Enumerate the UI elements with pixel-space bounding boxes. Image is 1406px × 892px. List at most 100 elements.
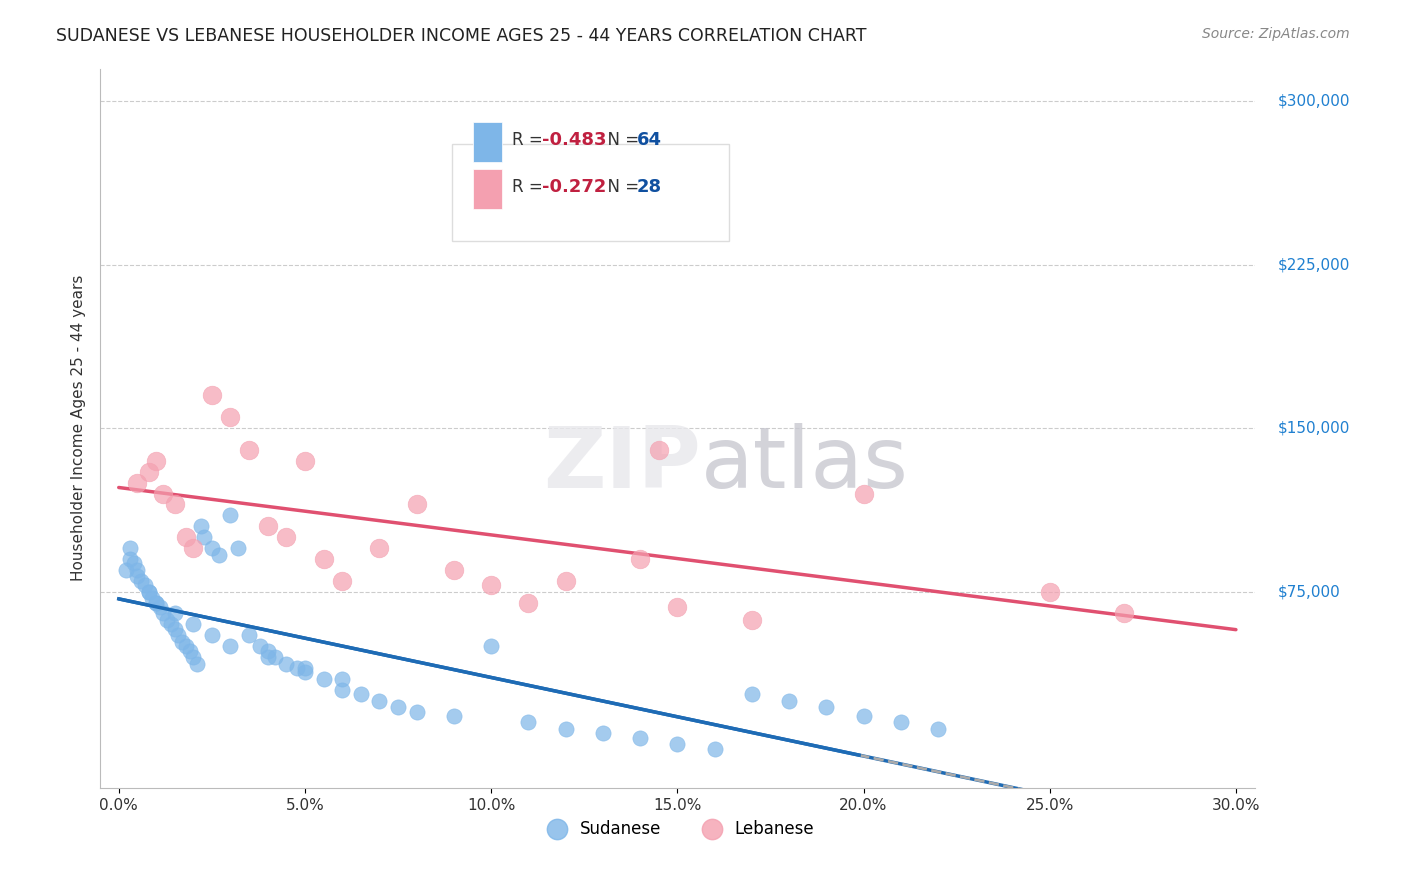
Y-axis label: Householder Income Ages 25 - 44 years: Householder Income Ages 25 - 44 years bbox=[72, 275, 86, 582]
Point bbox=[201, 388, 224, 402]
Point bbox=[479, 639, 502, 653]
Point bbox=[127, 569, 149, 583]
FancyBboxPatch shape bbox=[453, 144, 730, 241]
Point bbox=[163, 622, 186, 636]
Point bbox=[238, 442, 260, 457]
Point bbox=[118, 541, 141, 555]
Point bbox=[666, 737, 689, 751]
Point bbox=[443, 563, 465, 577]
Point bbox=[238, 628, 260, 642]
Point bbox=[517, 596, 540, 610]
Point bbox=[193, 530, 215, 544]
Point bbox=[170, 635, 193, 649]
Point bbox=[592, 726, 614, 740]
Point bbox=[186, 657, 208, 671]
Point bbox=[368, 693, 391, 707]
Point bbox=[443, 709, 465, 723]
Point bbox=[190, 519, 212, 533]
Point bbox=[127, 563, 149, 577]
Point bbox=[141, 591, 163, 606]
Point bbox=[287, 661, 309, 675]
Text: 64: 64 bbox=[637, 131, 662, 150]
Point bbox=[666, 599, 689, 614]
Point bbox=[294, 454, 316, 468]
Text: N =: N = bbox=[596, 131, 644, 150]
Point bbox=[115, 563, 138, 577]
Point bbox=[741, 687, 763, 701]
Point bbox=[201, 541, 224, 555]
Point bbox=[138, 584, 160, 599]
Point bbox=[741, 613, 763, 627]
Point bbox=[138, 584, 160, 599]
Point bbox=[181, 650, 204, 665]
Point bbox=[226, 541, 249, 555]
Point bbox=[145, 596, 167, 610]
Text: $300,000: $300,000 bbox=[1278, 94, 1350, 109]
Point bbox=[256, 519, 278, 533]
Point bbox=[405, 705, 427, 719]
Text: SUDANESE VS LEBANESE HOUSEHOLDER INCOME AGES 25 - 44 YEARS CORRELATION CHART: SUDANESE VS LEBANESE HOUSEHOLDER INCOME … bbox=[56, 27, 866, 45]
Point bbox=[554, 574, 576, 588]
Text: -0.483: -0.483 bbox=[543, 131, 607, 150]
Point bbox=[208, 548, 231, 562]
Text: ZIP: ZIP bbox=[543, 423, 700, 506]
Point bbox=[628, 731, 651, 745]
Point bbox=[294, 665, 316, 680]
Point bbox=[312, 672, 335, 686]
Point bbox=[122, 557, 145, 571]
Point bbox=[815, 700, 838, 714]
Point bbox=[852, 709, 875, 723]
Point bbox=[330, 574, 353, 588]
Point bbox=[127, 475, 149, 490]
Point bbox=[405, 498, 427, 512]
Point bbox=[156, 613, 179, 627]
Point bbox=[647, 442, 669, 457]
Text: $75,000: $75,000 bbox=[1278, 584, 1340, 599]
Text: Source: ZipAtlas.com: Source: ZipAtlas.com bbox=[1202, 27, 1350, 41]
Point bbox=[294, 661, 316, 675]
Point bbox=[160, 617, 183, 632]
Point bbox=[350, 687, 373, 701]
Point bbox=[330, 672, 353, 686]
Legend: Sudanese, Lebanese: Sudanese, Lebanese bbox=[533, 813, 821, 844]
Point bbox=[138, 465, 160, 479]
Point bbox=[174, 639, 197, 653]
Text: atlas: atlas bbox=[700, 423, 908, 506]
Point bbox=[201, 628, 224, 642]
Text: R =: R = bbox=[512, 178, 548, 196]
Text: R =: R = bbox=[512, 131, 548, 150]
Point bbox=[152, 486, 174, 500]
Point bbox=[118, 552, 141, 566]
Bar bbox=[472, 122, 502, 162]
Point bbox=[219, 410, 242, 425]
Bar bbox=[472, 169, 502, 209]
Point bbox=[174, 530, 197, 544]
Point bbox=[167, 628, 190, 642]
Point bbox=[927, 722, 949, 736]
Point bbox=[163, 498, 186, 512]
Point bbox=[264, 650, 287, 665]
Point bbox=[554, 722, 576, 736]
Point bbox=[219, 639, 242, 653]
Point bbox=[479, 578, 502, 592]
Point bbox=[276, 530, 298, 544]
Point bbox=[181, 617, 204, 632]
Point bbox=[219, 508, 242, 523]
Point bbox=[852, 486, 875, 500]
Point bbox=[149, 599, 172, 614]
Point bbox=[145, 454, 167, 468]
Point bbox=[703, 741, 725, 756]
Text: $225,000: $225,000 bbox=[1278, 257, 1350, 272]
Point bbox=[134, 578, 156, 592]
Point bbox=[368, 541, 391, 555]
Point bbox=[1114, 607, 1136, 621]
Point bbox=[890, 715, 912, 730]
Point bbox=[778, 693, 800, 707]
Point bbox=[312, 552, 335, 566]
Point bbox=[179, 643, 201, 657]
Text: $150,000: $150,000 bbox=[1278, 421, 1350, 435]
Point bbox=[1039, 584, 1062, 599]
Point bbox=[145, 596, 167, 610]
Point bbox=[276, 657, 298, 671]
Point bbox=[628, 552, 651, 566]
